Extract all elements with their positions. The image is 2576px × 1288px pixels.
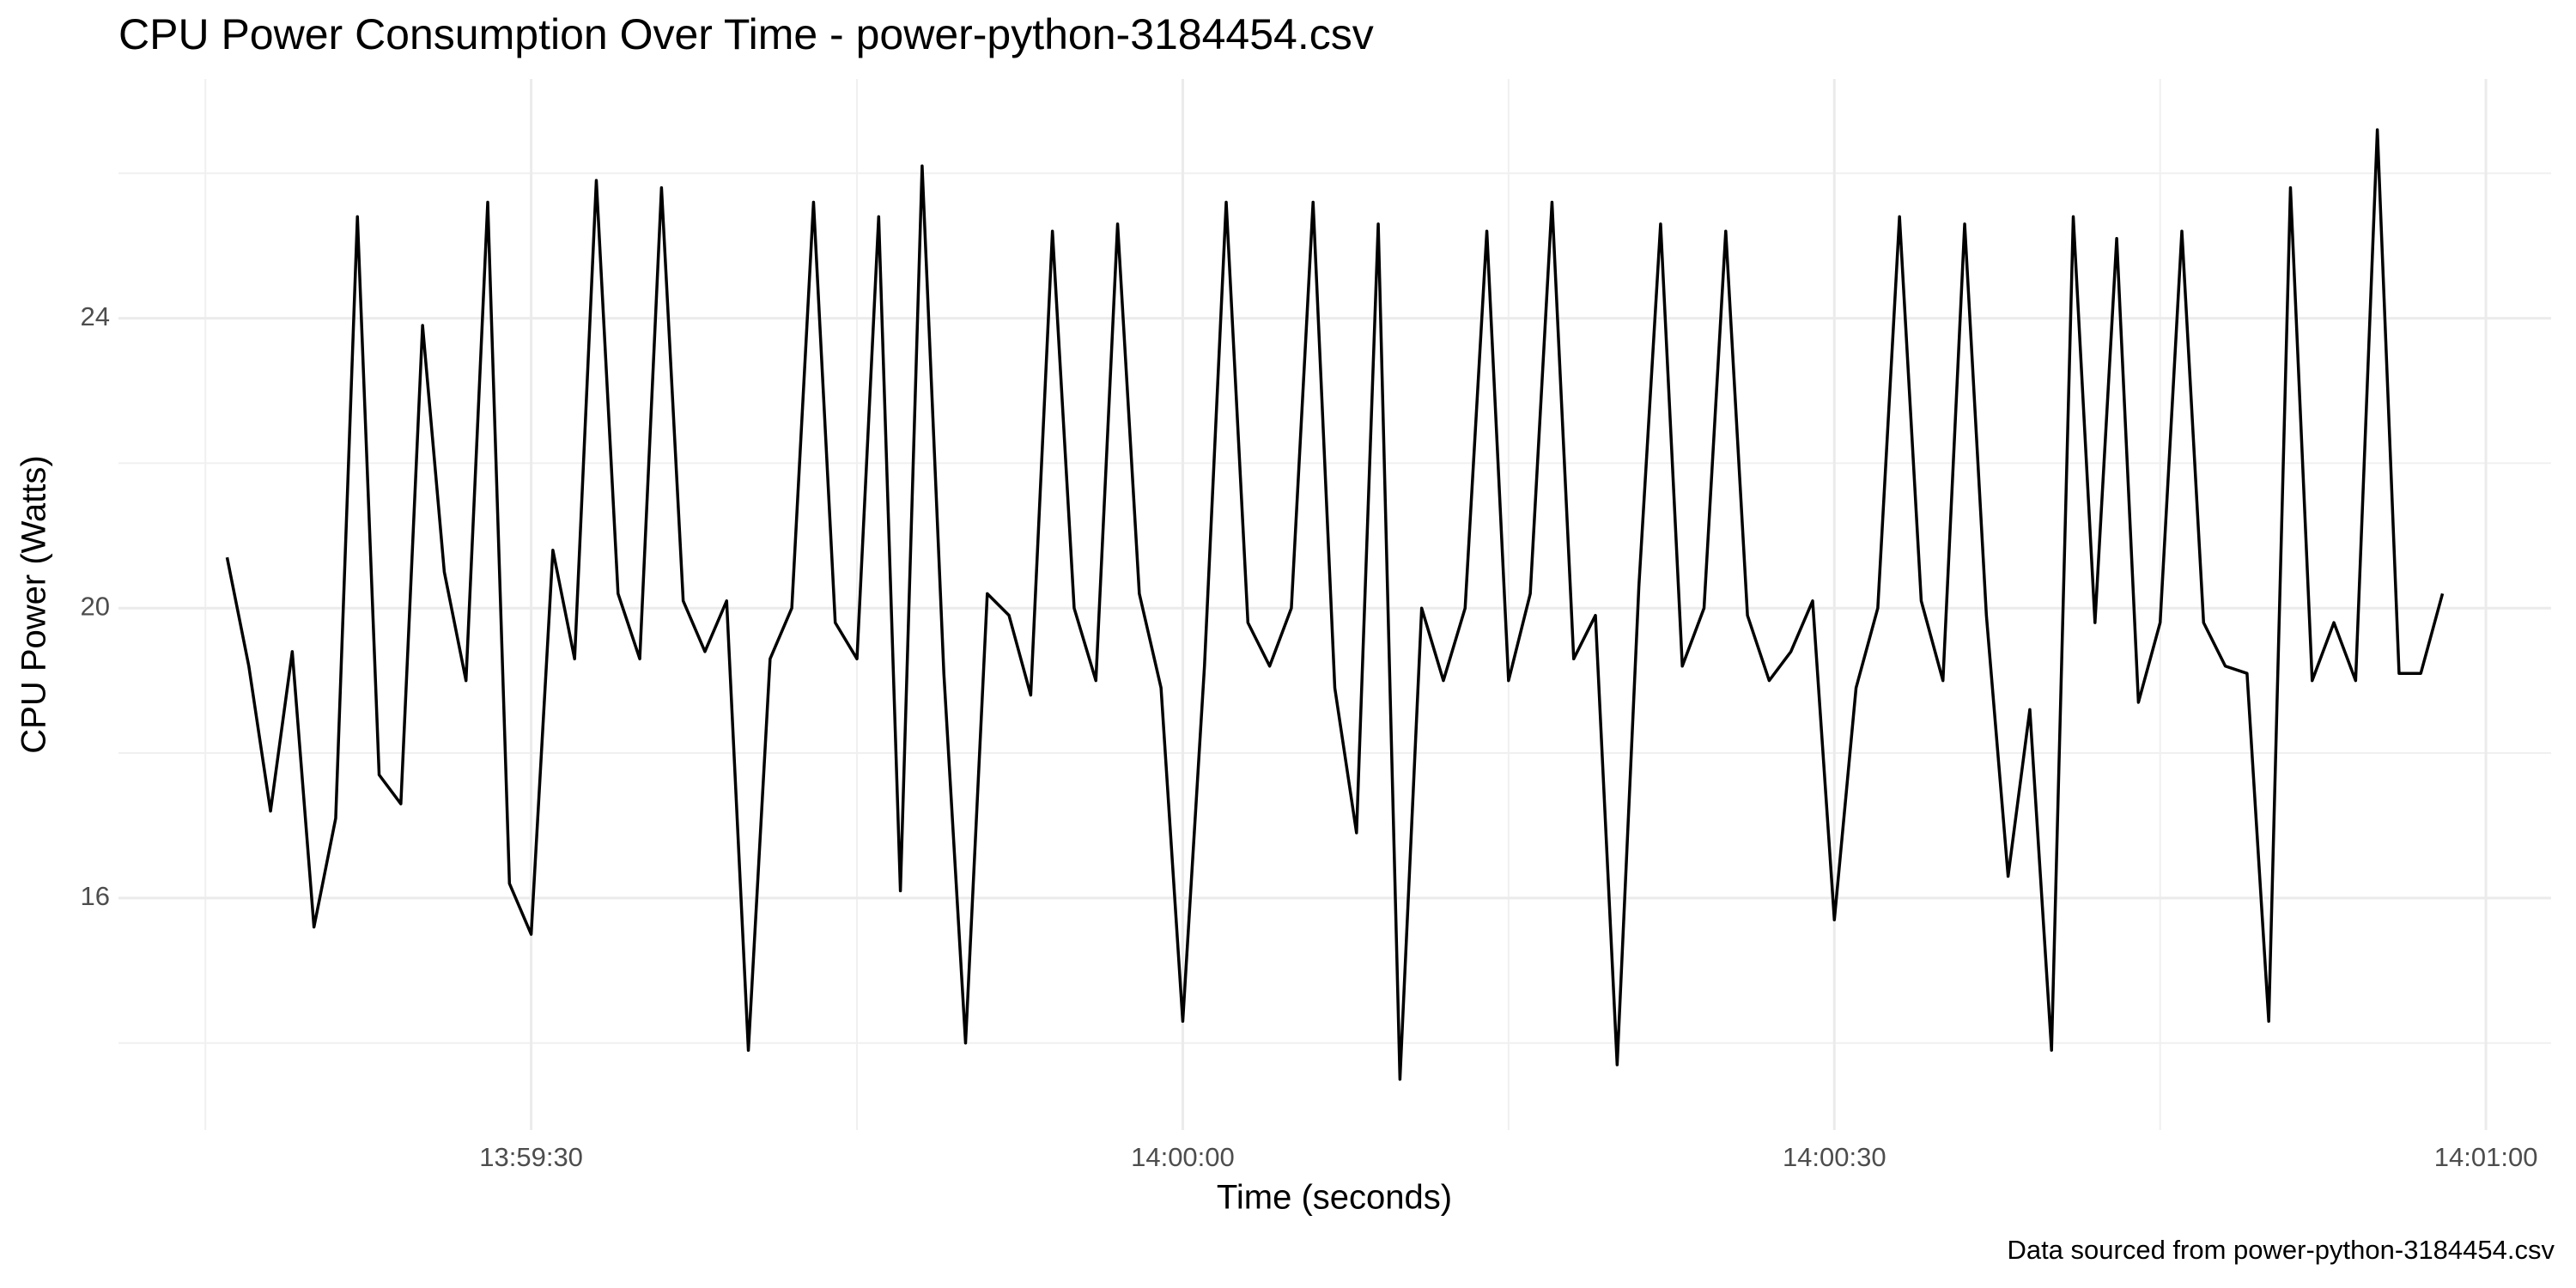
y-tick-label: 20	[81, 591, 110, 621]
x-tick-label: 13:59:30	[479, 1142, 583, 1172]
caption: Data sourced from power-python-3184454.c…	[2007, 1235, 2555, 1265]
line-series	[225, 128, 2445, 1081]
grid	[118, 79, 2551, 1130]
chart-title: CPU Power Consumption Over Time - power-…	[118, 10, 1374, 58]
x-tick-label: 14:00:00	[1131, 1142, 1235, 1172]
y-tick-label: 24	[81, 301, 110, 331]
x-tick-label: 14:00:30	[1783, 1142, 1886, 1172]
x-axis-title: Time (seconds)	[1217, 1179, 1452, 1217]
x-tick-label: 14:01:00	[2434, 1142, 2538, 1172]
y-tick-label: 16	[81, 881, 110, 911]
y-axis-title: CPU Power (Watts)	[15, 455, 53, 753]
